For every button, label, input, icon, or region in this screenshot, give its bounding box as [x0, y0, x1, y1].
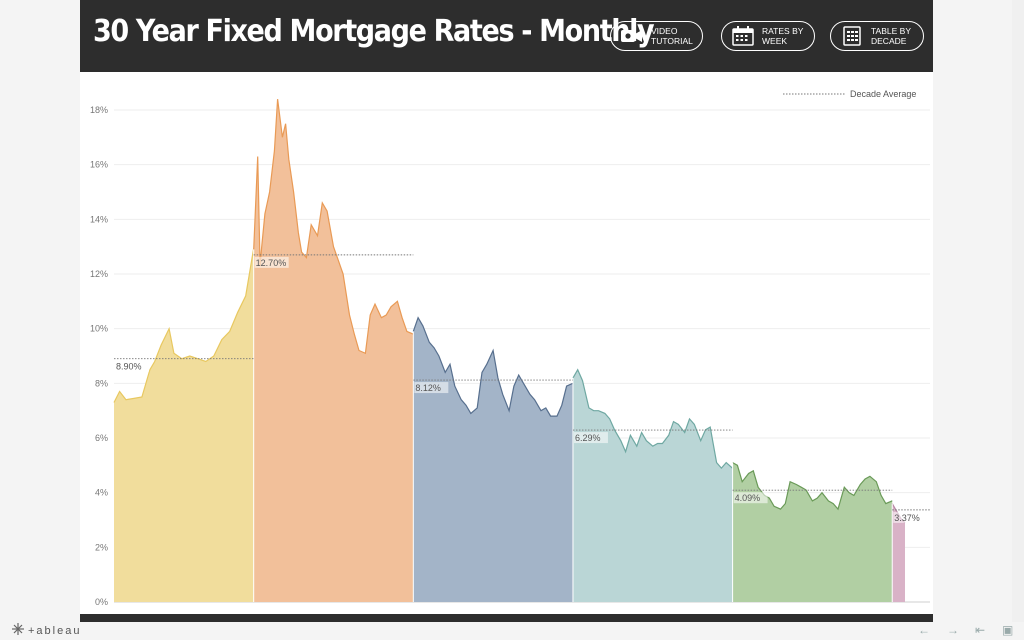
- y-tick-label: 4%: [95, 488, 108, 498]
- decade-average-label: 6.29%: [575, 433, 601, 443]
- rate-line: [253, 99, 414, 355]
- average-label-bg: [573, 432, 608, 444]
- rate-line: [732, 462, 893, 511]
- decade-average-label: 8.90%: [116, 362, 142, 372]
- rate-line: [572, 368, 733, 470]
- rate-line: [113, 248, 255, 403]
- y-tick-label: 18%: [90, 105, 108, 115]
- dashboard: 30 Year Fixed Mortgage Rates - Monthly V…: [80, 0, 933, 622]
- table-by-decade-label: TABLE BY DECADE: [871, 26, 911, 46]
- decade-average-label: 12.70%: [256, 258, 287, 268]
- y-tick-label: 6%: [95, 433, 108, 443]
- tableau-logo-icon: [12, 623, 24, 638]
- table-grid-icon: [841, 25, 863, 47]
- decade-area: [892, 503, 905, 602]
- decade-average-label: 8.12%: [415, 383, 441, 393]
- decade-area: [253, 99, 414, 602]
- average-label-bg: [733, 492, 768, 504]
- mortgage-rate-chart: 0% 2% 4% 6% 8% 10% 12% 14% 16% 18% 8.90% 12.70% 8.12…: [90, 89, 930, 607]
- redo-icon[interactable]: →: [947, 623, 959, 637]
- page-title: 30 Year Fixed Mortgage Rates - Monthly: [93, 14, 655, 49]
- header-bar: 30 Year Fixed Mortgage Rates - Monthly V…: [80, 0, 933, 72]
- rates-by-week-button[interactable]: RATES BY WEEK: [721, 21, 815, 51]
- bottom-band: [80, 614, 933, 622]
- table-by-decade-button[interactable]: TABLE BY DECADE: [830, 21, 924, 51]
- video-tutorial-label: VIDEO TUTORIAL: [651, 26, 693, 46]
- decade-area: [732, 462, 893, 602]
- y-tick-label: 8%: [95, 378, 108, 388]
- revert-icon[interactable]: ⇤: [975, 623, 986, 637]
- tableau-brand-text: +ableau: [28, 624, 82, 637]
- average-label-bg: [254, 256, 289, 268]
- rate-line: [412, 316, 574, 417]
- legend-label: Decade Average: [850, 89, 916, 99]
- y-tick-label: 2%: [95, 542, 108, 552]
- tableau-brand[interactable]: +ableau: [12, 623, 81, 638]
- average-label-bg: [414, 382, 449, 394]
- y-tick-label: 0%: [95, 597, 108, 607]
- decade-average-label: 4.09%: [735, 493, 761, 503]
- video-camera-icon: [621, 25, 643, 47]
- undo-icon[interactable]: ←: [918, 623, 930, 637]
- y-tick-label: 16%: [90, 160, 108, 170]
- decade-area: [572, 369, 733, 602]
- page-scrollbar[interactable]: [1012, 0, 1024, 622]
- decade-area: [114, 249, 254, 602]
- y-tick-label: 10%: [90, 324, 108, 334]
- y-tick-label: 14%: [90, 214, 108, 224]
- video-tutorial-button[interactable]: VIDEO TUTORIAL: [610, 21, 703, 51]
- y-tick-label: 12%: [90, 269, 108, 279]
- rates-by-week-label: RATES BY WEEK: [762, 26, 804, 46]
- decade-area: [413, 317, 573, 602]
- calendar-icon: [732, 25, 754, 47]
- fullscreen-icon[interactable]: ▣: [1002, 623, 1014, 637]
- average-label-bg: [115, 360, 149, 372]
- average-label-bg: [893, 511, 928, 523]
- decade-average-label: 3.37%: [894, 513, 920, 523]
- tableau-footer-toolbar: +ableau ← → ⇤ ▣: [0, 622, 1024, 640]
